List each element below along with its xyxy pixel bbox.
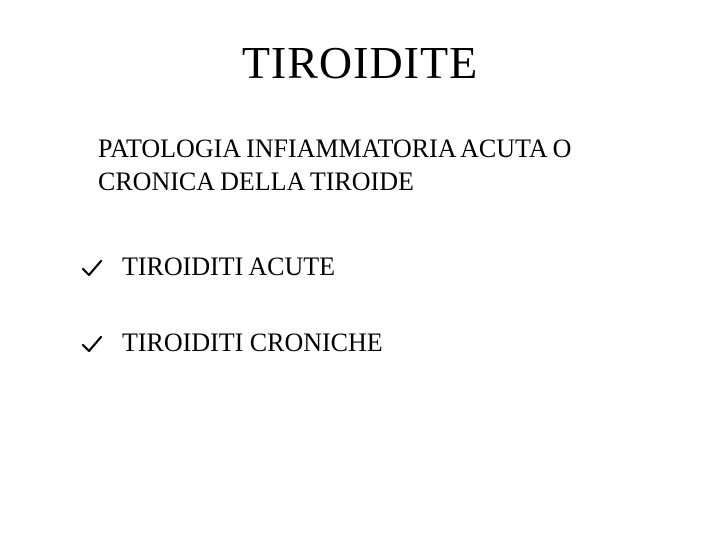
slide-title: TIROIDITE (60, 36, 660, 89)
bullet-text: TIROIDITI CRONICHE (122, 328, 383, 358)
bullet-text: TIROIDITI ACUTE (122, 252, 335, 282)
slide-subtitle: PATOLOGIA INFIAMMATORIA ACUTA O CRONICA … (98, 133, 660, 198)
check-icon (80, 256, 104, 280)
list-item: TIROIDITI ACUTE (80, 252, 660, 282)
list-item: TIROIDITI CRONICHE (80, 328, 660, 358)
check-icon (80, 332, 104, 356)
slide-container: TIROIDITE PATOLOGIA INFIAMMATORIA ACUTA … (0, 0, 720, 540)
bullet-list: TIROIDITI ACUTE TIROIDITI CRONICHE (80, 252, 660, 358)
